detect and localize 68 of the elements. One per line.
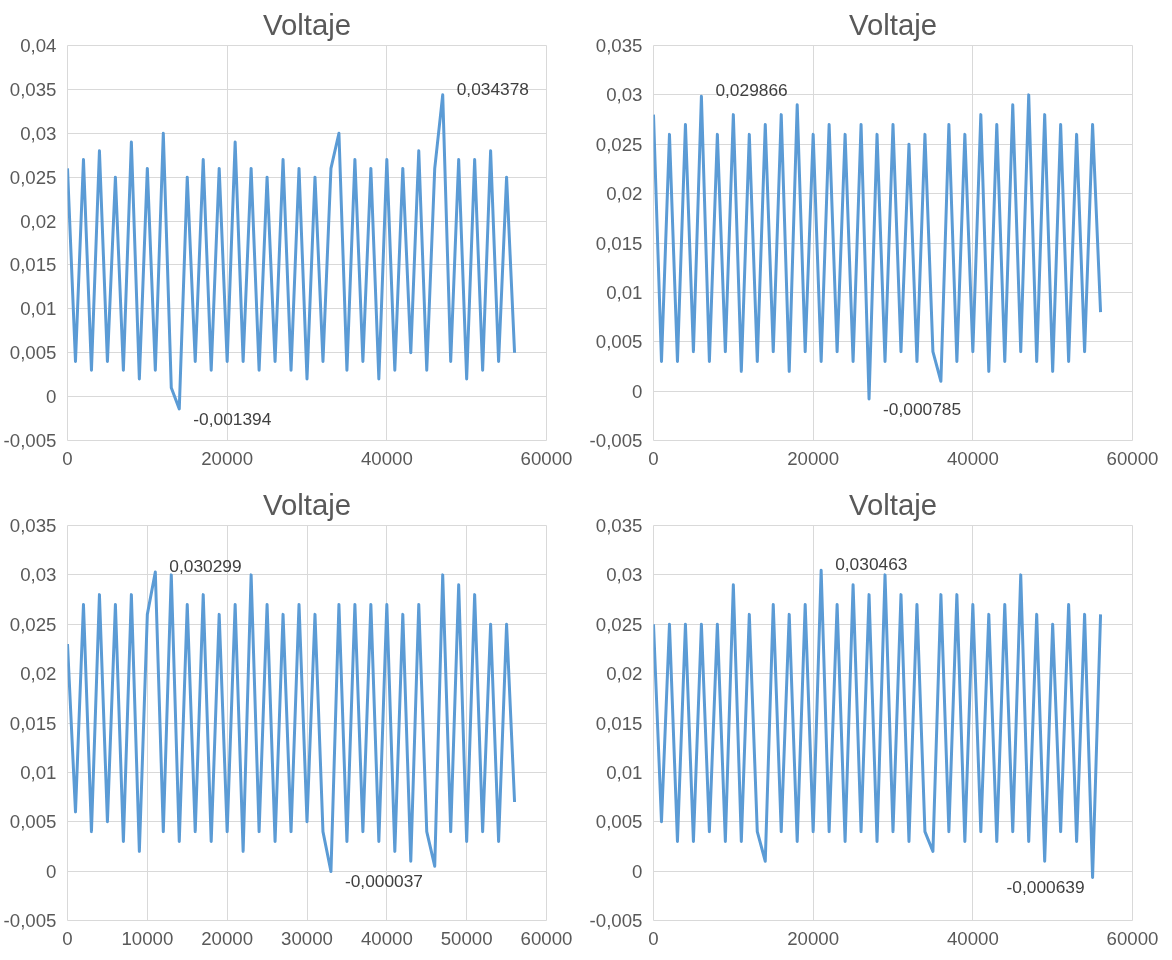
y-tick-label: 0,005 bbox=[595, 811, 643, 833]
y-tick-label: 0,035 bbox=[9, 515, 57, 536]
y-tick-label: 0 bbox=[632, 860, 643, 882]
y-tick-label: 0,025 bbox=[9, 166, 57, 188]
y-tick-label: 0 bbox=[46, 860, 57, 882]
y-tick-label: -0,005 bbox=[3, 430, 57, 451]
x-tick-label: 10000 bbox=[121, 927, 174, 949]
x-tick-label: 20000 bbox=[201, 927, 254, 949]
y-tick-label: 0,01 bbox=[606, 281, 643, 303]
x-tick-label: 40000 bbox=[360, 927, 413, 949]
x-tick-label: 40000 bbox=[946, 447, 999, 469]
x-tick-label: 30000 bbox=[281, 927, 333, 949]
x-tick-label: 0 bbox=[648, 447, 659, 469]
y-tick-label: 0,03 bbox=[20, 122, 57, 144]
y-tick-label: 0,02 bbox=[20, 663, 57, 685]
annotation: -0,001394 bbox=[193, 408, 272, 429]
x-tick-label: 20000 bbox=[787, 927, 840, 949]
annotation: 0,030463 bbox=[835, 554, 908, 575]
y-tick-label: 0,015 bbox=[9, 254, 57, 276]
y-tick-label: 0,015 bbox=[9, 712, 57, 734]
annotation: 0,034378 bbox=[456, 78, 529, 99]
y-tick-label: 0,005 bbox=[595, 331, 643, 353]
x-tick-label: 40000 bbox=[360, 447, 413, 469]
annotation: 0,029866 bbox=[715, 80, 788, 101]
y-tick-label: -0,005 bbox=[3, 910, 57, 931]
y-tick-label: 0,015 bbox=[595, 712, 643, 734]
y-tick-label: 0,035 bbox=[595, 515, 643, 536]
x-tick-label: 0 bbox=[62, 447, 73, 469]
x-tick-label: 20000 bbox=[201, 447, 254, 469]
y-tick-label: 0 bbox=[632, 380, 643, 402]
x-tick-label: 60000 bbox=[520, 927, 573, 949]
y-tick-label: 0,025 bbox=[595, 613, 643, 635]
y-tick-label: -0,005 bbox=[589, 430, 643, 451]
annotation: -0,000785 bbox=[883, 398, 962, 419]
y-tick-label: 0,01 bbox=[20, 761, 57, 783]
x-tick-label: 60000 bbox=[1106, 927, 1159, 949]
y-tick-label: 0,015 bbox=[595, 232, 643, 254]
y-tick-label: 0,03 bbox=[606, 84, 643, 106]
y-tick-label: 0,01 bbox=[20, 298, 57, 320]
x-tick-label: 0 bbox=[62, 927, 73, 949]
chart-title: Voltaje bbox=[262, 7, 352, 41]
y-tick-label: 0,025 bbox=[595, 133, 643, 155]
y-tick-label: 0,03 bbox=[20, 564, 57, 586]
y-tick-label: 0,02 bbox=[606, 663, 643, 685]
chart-title: Voltaje bbox=[848, 487, 938, 521]
x-tick-label: 40000 bbox=[946, 927, 999, 949]
x-tick-label: 50000 bbox=[440, 927, 493, 949]
y-tick-label: 0,035 bbox=[9, 78, 57, 100]
y-tick-label: 0,02 bbox=[20, 210, 57, 232]
y-tick-label: 0,03 bbox=[606, 564, 643, 586]
annotation: -0,000037 bbox=[344, 871, 423, 892]
y-tick-label: 0,025 bbox=[9, 613, 57, 635]
x-tick-label: 20000 bbox=[787, 447, 840, 469]
y-tick-label: 0,005 bbox=[9, 811, 57, 833]
y-tick-label: 0,035 bbox=[595, 35, 643, 56]
y-tick-label: 0,005 bbox=[9, 342, 57, 364]
y-tick-label: 0,02 bbox=[606, 183, 643, 205]
y-tick-label: 0 bbox=[46, 386, 57, 408]
x-tick-label: 60000 bbox=[520, 447, 573, 469]
x-tick-label: 60000 bbox=[1106, 447, 1159, 469]
chart-title: Voltaje bbox=[262, 487, 352, 521]
chart-title: Voltaje bbox=[848, 7, 938, 41]
y-tick-label: 0,04 bbox=[20, 35, 57, 56]
annotation: -0,000639 bbox=[1006, 877, 1085, 898]
x-tick-label: 0 bbox=[648, 927, 659, 949]
y-tick-label: 0,01 bbox=[606, 761, 643, 783]
annotation: 0,030299 bbox=[169, 555, 242, 576]
y-tick-label: -0,005 bbox=[589, 910, 643, 931]
